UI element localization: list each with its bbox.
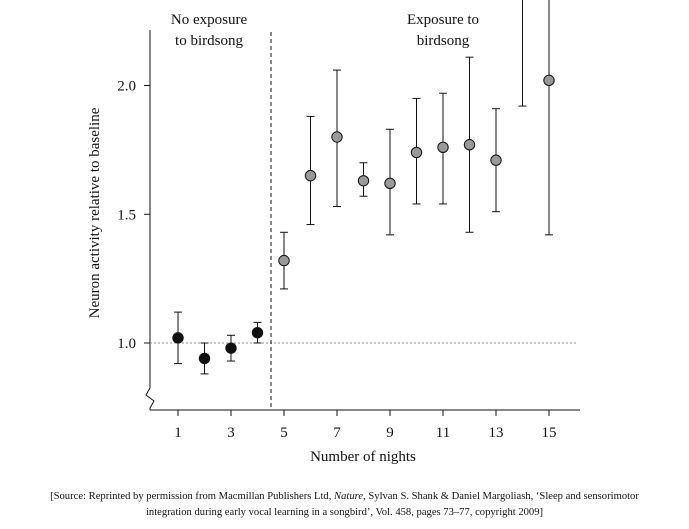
x-tick-label: 15 — [542, 425, 557, 441]
data-points — [172, 74, 555, 365]
y-ticks: 1.01.52.02.53.0 — [117, 79, 150, 352]
y-axis-label: Neuron activity relative to baseline — [87, 107, 103, 318]
data-point — [463, 139, 476, 151]
y-tick-label: 2.0 — [117, 79, 136, 95]
region-label-exposure-line2: birdsong — [417, 33, 470, 49]
region-label-no-exposure-line1: No exposure — [171, 12, 248, 28]
source-citation-line1: [Source: Reprinted by permission from Ma… — [0, 490, 689, 504]
data-point — [251, 327, 264, 339]
region-label-exposure-line1: Exposure to — [407, 12, 479, 28]
x-tick-label: 11 — [436, 425, 450, 441]
data-point — [172, 332, 184, 344]
data-point — [198, 352, 211, 365]
data-point — [437, 141, 449, 154]
x-axis-label: Number of nights — [310, 449, 416, 465]
source-text-part1: [Source: Reprinted by permission from Ma… — [50, 491, 335, 502]
data-point — [490, 154, 502, 166]
x-tick-label: 5 — [280, 425, 288, 441]
x-tick-label: 9 — [386, 425, 394, 441]
error-bars — [174, 0, 553, 375]
y-tick-label: 1.5 — [117, 207, 136, 223]
y-axis-break — [145, 387, 155, 409]
source-citation-line2: integration during early vocal learning … — [145, 507, 544, 518]
axes — [145, 30, 580, 411]
data-point — [304, 169, 317, 182]
region-label-no-exposure-line2: to birdsong — [175, 33, 243, 49]
data-point — [278, 254, 290, 267]
data-point — [331, 131, 343, 143]
data-point — [543, 74, 555, 87]
data-point — [225, 342, 237, 354]
region-labels: No exposure to birdsong Exposure to bird… — [171, 12, 479, 49]
data-point — [357, 175, 370, 187]
data-point — [384, 177, 396, 190]
source-journal-name: Nature — [334, 491, 364, 502]
x-tick-label: 7 — [333, 425, 341, 441]
chart: No exposure to birdsong Exposure to bird… — [87, 0, 580, 465]
x-ticks: 1 3 5 7 9 11 13 15 — [174, 410, 557, 441]
x-tick-label: 3 — [227, 425, 235, 441]
source-text-part2: , Sylvan S. Shank & Daniel Margoliash, ‘… — [363, 491, 639, 502]
x-tick-label: 13 — [489, 425, 504, 441]
y-tick-label: 1.0 — [117, 336, 136, 352]
x-tick-label: 1 — [174, 425, 182, 441]
data-point — [410, 146, 423, 159]
